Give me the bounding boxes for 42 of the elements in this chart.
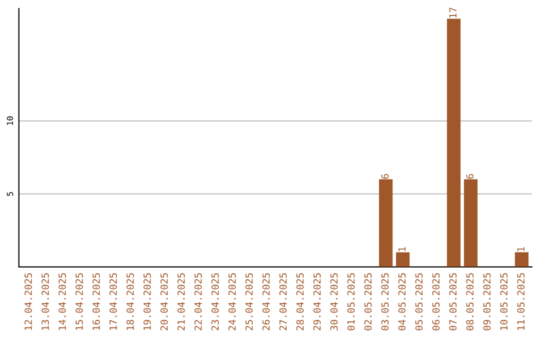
x-tick-label: 16.04.2025 bbox=[92, 273, 100, 330]
x-tick-label: 07.05.2025 bbox=[449, 273, 457, 330]
x-tick-label: 01.05.2025 bbox=[347, 273, 355, 330]
x-tick-label: 02.05.2025 bbox=[364, 273, 372, 330]
y-tick-label: 10 bbox=[6, 116, 14, 125]
data-label: 6 bbox=[466, 174, 474, 179]
data-label: 6 bbox=[381, 174, 389, 179]
x-tick-label: 29.04.2025 bbox=[313, 273, 321, 330]
x-tick-label: 23.04.2025 bbox=[211, 273, 219, 330]
x-tick-label: 17.04.2025 bbox=[110, 273, 117, 330]
x-tick-label: 19.04.2025 bbox=[143, 273, 151, 330]
x-tick-label: 05.05.2025 bbox=[415, 273, 423, 330]
bar bbox=[446, 18, 461, 267]
x-tick-label: 11.05.2025 bbox=[517, 273, 525, 330]
bar bbox=[464, 179, 478, 267]
bar bbox=[396, 252, 410, 267]
x-tick-label: 21.04.2025 bbox=[177, 273, 185, 330]
x-tick-label: 13.04.2025 bbox=[42, 273, 49, 330]
x-tick-label: 28.04.2025 bbox=[296, 273, 304, 330]
bar bbox=[379, 179, 393, 267]
x-tick-label: 12.04.2025 bbox=[24, 273, 32, 330]
x-tick-label: 14.04.2025 bbox=[58, 273, 66, 330]
data-label: 1 bbox=[398, 247, 406, 252]
x-tick-label: 08.05.2025 bbox=[466, 273, 474, 330]
x-tick-label: 30.04.2025 bbox=[330, 273, 338, 330]
data-label: 17 bbox=[449, 8, 456, 18]
x-tick-label: 03.05.2025 bbox=[381, 273, 389, 330]
x-tick-label: 25.04.2025 bbox=[245, 273, 253, 330]
x-tick-label: 10.05.2025 bbox=[500, 273, 508, 330]
data-label: 1 bbox=[517, 247, 524, 252]
x-tick-label: 22.04.2025 bbox=[194, 273, 202, 330]
x-tick-label: 18.04.2025 bbox=[126, 273, 134, 330]
x-tick-label: 06.05.2025 bbox=[432, 273, 440, 330]
x-tick-label: 09.05.2025 bbox=[483, 273, 491, 330]
x-tick-label: 15.04.2025 bbox=[76, 273, 83, 330]
x-tick-label: 04.05.2025 bbox=[398, 273, 406, 330]
y-tick-label: 5 bbox=[6, 192, 14, 196]
x-tick-label: 20.04.2025 bbox=[160, 273, 168, 330]
bar bbox=[514, 252, 529, 267]
x-tick-label: 26.04.2025 bbox=[262, 273, 270, 330]
x-tick-label: 27.04.2025 bbox=[279, 273, 287, 330]
x-tick-label: 24.04.2025 bbox=[228, 273, 236, 330]
